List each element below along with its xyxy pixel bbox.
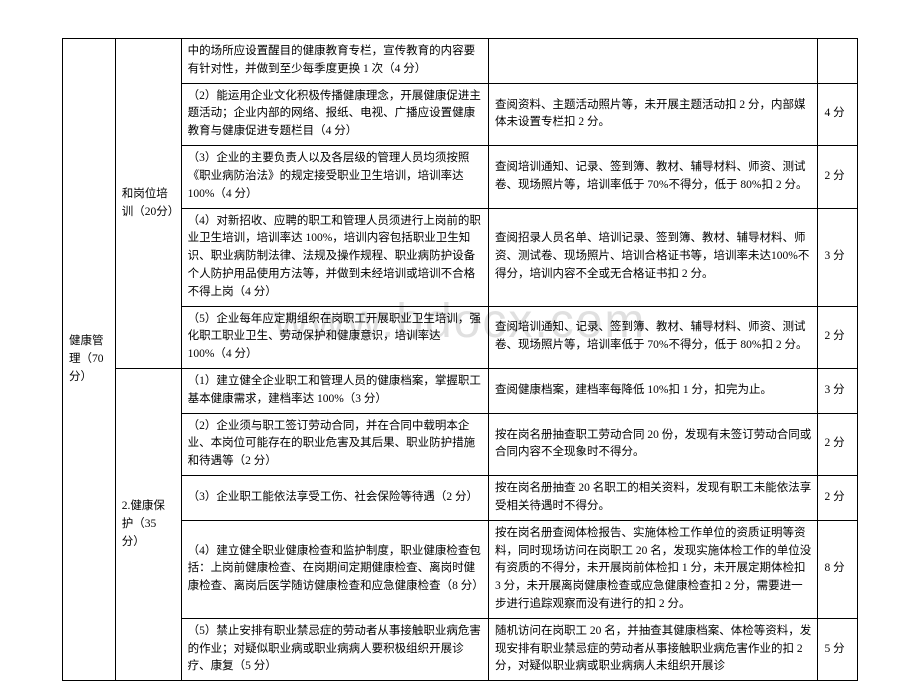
assessment-table: 健康管理（70分） 和岗位培训（20分） 中的场所应设置醒目的健康教育专栏，宣传… [62, 38, 858, 681]
cell-score [818, 39, 858, 84]
cell-criteria: 中的场所应设置醒目的健康教育专栏，宣传教育的内容要有针对性，并做到至少每季度更换… [181, 39, 488, 84]
cell-subcategory: 和岗位培训（20分） [115, 39, 181, 369]
cell-criteria: （2）能运用企业文化积极传播健康理念，开展健康促进主题活动；企业内部的网络、报纸… [181, 83, 488, 145]
table-row: （4）对新招收、应聘的职工和管理人员须进行上岗前的职业卫生培训，培训率达 100… [63, 208, 858, 306]
cell-criteria: （3）企业的主要负责人以及各层级的管理人员均须按照《职业病防治法》的规定接受职业… [181, 146, 488, 208]
cell-method: 查阅培训通知、记录、签到簿、教材、辅导材料、师资、测试卷、现场照片等，培训率低于… [489, 146, 818, 208]
cell-method: 查阅招录人员名单、培训记录、签到簿、教材、辅导材料、师资、测试卷、现场照片、培训… [489, 208, 818, 306]
cell-score: 2 分 [818, 146, 858, 208]
cell-score: 2 分 [818, 306, 858, 368]
cell-method: 按在岗名册查阅体检报告、实施体检工作单位的资质证明等资料，同时现场访问在岗职工 … [489, 520, 818, 618]
table-row: （4）建立健全职业健康检查和监护制度，职业健康检查包括：上岗前健康检查、在岗期间… [63, 520, 858, 618]
cell-method: 随机访问在岗职工 20 名，并抽查其健康档案、体检等资料，发现安排有职业禁忌症的… [489, 618, 818, 680]
cell-method: 查阅健康档案，建档率每降低 10%扣 1 分，扣完为止。 [489, 369, 818, 414]
cell-score: 3 分 [818, 208, 858, 306]
cell-score: 4 分 [818, 83, 858, 145]
table-row: （5）禁止安排有职业禁忌症的劳动者从事接触职业病危害的作业；对疑似职业病或职业病… [63, 618, 858, 680]
cell-score: 8 分 [818, 520, 858, 618]
cell-score: 5 分 [818, 618, 858, 680]
cell-method: 查阅资料、主题活动照片等，未开展主题活动扣 2 分，内部媒体未设置专栏扣 2 分… [489, 83, 818, 145]
table-row: 健康管理（70分） 和岗位培训（20分） 中的场所应设置醒目的健康教育专栏，宣传… [63, 39, 858, 84]
cell-method [489, 39, 818, 84]
cell-method: 按在岗名册抽查职工劳动合同 20 份，发现有未签订劳动合同或合同内容不全现象时不… [489, 413, 818, 475]
cell-criteria: （2）企业须与职工签订劳动合同，并在合同中载明本企业、本岗位可能存在的职业危害及… [181, 413, 488, 475]
cell-category: 健康管理（70分） [63, 39, 116, 681]
table-row: （3）企业职工能依法享受工伤、社会保险等待遇（2 分） 按在岗名册抽查 20 名… [63, 476, 858, 521]
cell-score: 3 分 [818, 369, 858, 414]
table-row: （2）能运用企业文化积极传播健康理念，开展健康促进主题活动；企业内部的网络、报纸… [63, 83, 858, 145]
cell-score: 2 分 [818, 476, 858, 521]
cell-criteria: （1）建立健全企业职工和管理人员的健康档案，掌握职工基本健康需求，建档率达 10… [181, 369, 488, 414]
cell-criteria: （3）企业职工能依法享受工伤、社会保险等待遇（2 分） [181, 476, 488, 521]
cell-criteria: （5）企业每年应定期组织在岗职工开展职业卫生培训，强化职工职业卫生、劳动保护和健… [181, 306, 488, 368]
cell-criteria: （5）禁止安排有职业禁忌症的劳动者从事接触职业病危害的作业；对疑似职业病或职业病… [181, 618, 488, 680]
table-row: （2）企业须与职工签订劳动合同，并在合同中载明本企业、本岗位可能存在的职业危害及… [63, 413, 858, 475]
cell-score: 2 分 [818, 413, 858, 475]
table-row: 2.健康保护（35 分） （1）建立健全企业职工和管理人员的健康档案，掌握职工基… [63, 369, 858, 414]
cell-criteria: （4）对新招收、应聘的职工和管理人员须进行上岗前的职业卫生培训，培训率达 100… [181, 208, 488, 306]
cell-subcategory: 2.健康保护（35 分） [115, 369, 181, 681]
cell-method: 按在岗名册抽查 20 名职工的相关资料，发现有职工未能依法享受相关待遇时不得分。 [489, 476, 818, 521]
cell-method: 查阅培训通知、记录、签到簿、教材、辅导材料、师资、测试卷、现场照片等，培训率低于… [489, 306, 818, 368]
table-row: （5）企业每年应定期组织在岗职工开展职业卫生培训，强化职工职业卫生、劳动保护和健… [63, 306, 858, 368]
table-row: （3）企业的主要负责人以及各层级的管理人员均须按照《职业病防治法》的规定接受职业… [63, 146, 858, 208]
cell-criteria: （4）建立健全职业健康检查和监护制度，职业健康检查包括：上岗前健康检查、在岗期间… [181, 520, 488, 618]
